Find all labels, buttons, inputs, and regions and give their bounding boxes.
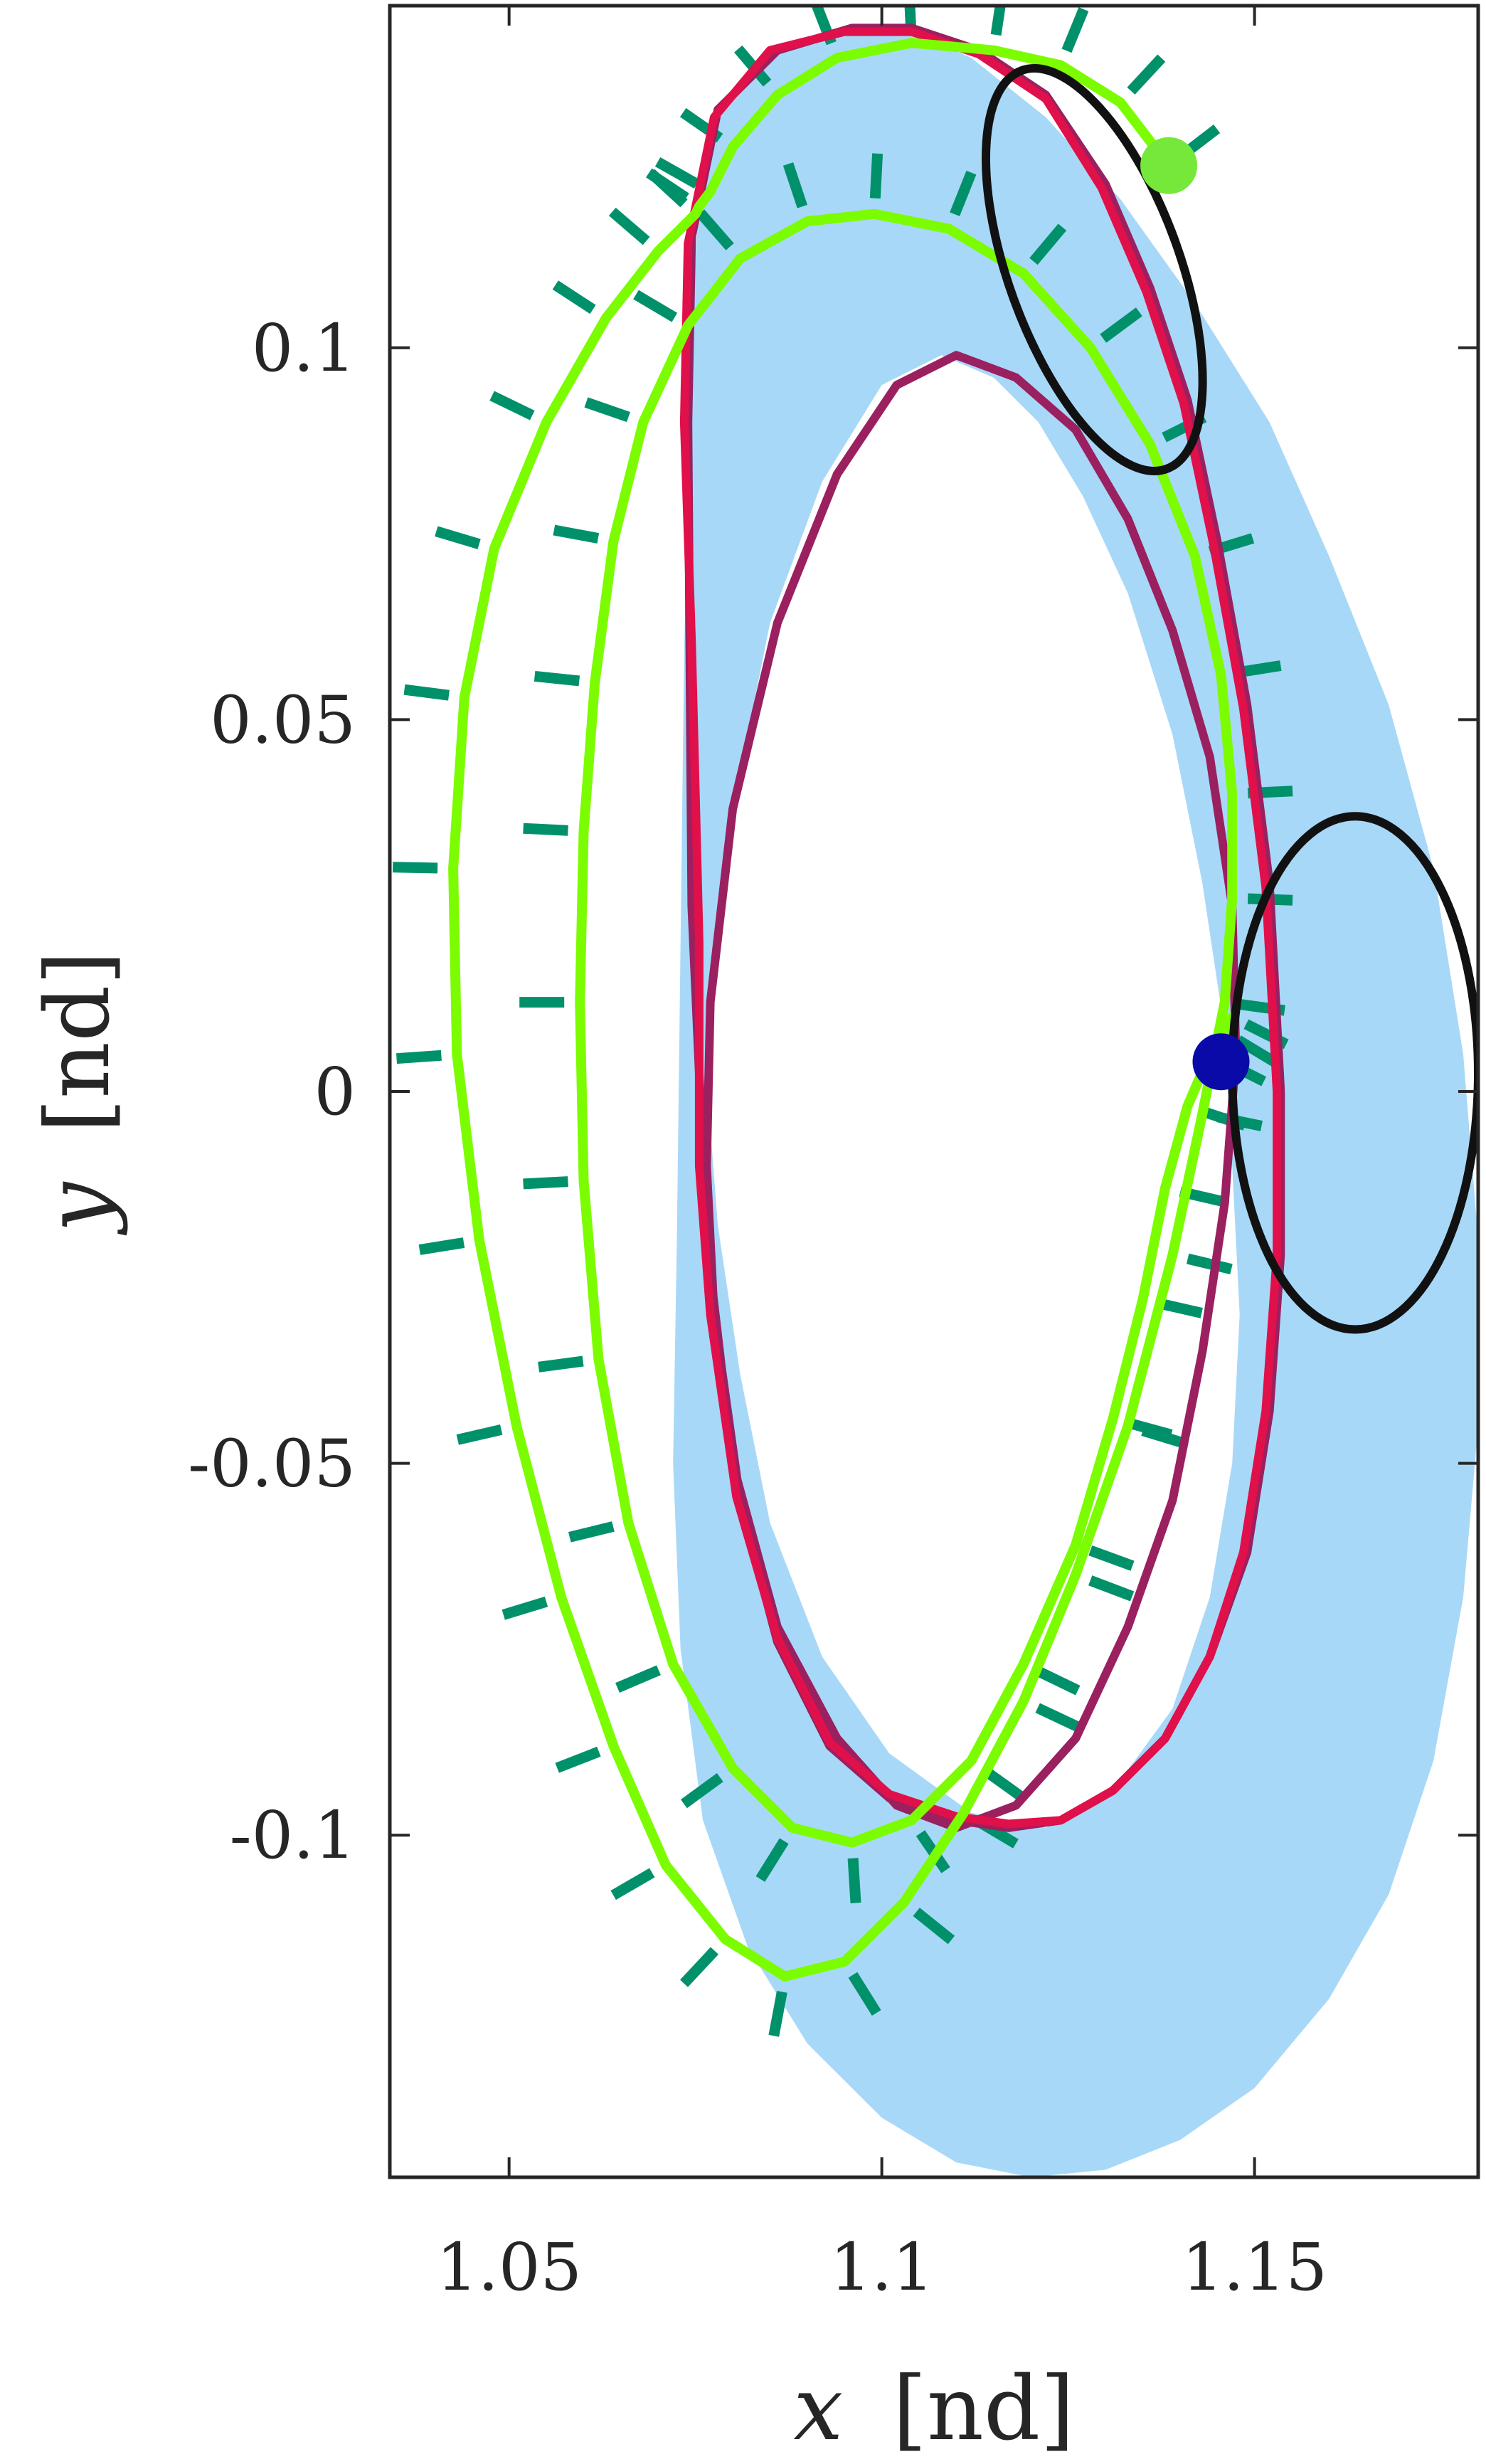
normal-tick	[913, 1908, 955, 1945]
normal-tick	[848, 1972, 881, 2016]
normal-tick	[647, 169, 688, 208]
normal-tick	[847, 1858, 861, 1903]
x-axis-var: x	[793, 2358, 843, 2460]
x-axis-label: x [nd]	[793, 2358, 1074, 2460]
normal-tick	[1126, 1417, 1173, 1440]
upper-black-ellipse	[981, 64, 1207, 475]
y-tick-label: 0	[314, 1054, 356, 1130]
normal-tick	[654, 157, 700, 189]
normal-tick	[553, 524, 600, 544]
normal-tick	[523, 1176, 568, 1190]
normal-tick	[1100, 307, 1142, 343]
y-axis-var: y	[27, 1181, 129, 1236]
normal-tick	[1127, 54, 1166, 95]
red-trajectory	[679, 27, 1282, 1829]
normal-tick	[608, 207, 650, 245]
y-axis-label: y [nd]	[27, 951, 129, 1235]
normal-tick	[1029, 223, 1067, 265]
normal-tick	[755, 1838, 789, 1882]
y-tick-label: -0.1	[230, 1797, 356, 1873]
normal-tick	[1186, 1253, 1233, 1274]
x-tick-label: 1.05	[436, 2229, 582, 2305]
normal-tick	[633, 290, 678, 322]
normal-tick	[568, 1521, 615, 1543]
axis-ticks: 1.05 1.1 1.15 -0.1 -0.05 0 0.05 0.1	[188, 6, 1478, 2305]
normal-tick	[680, 1947, 718, 1987]
normal-tick	[555, 1746, 601, 1773]
y-tick-label: -0.05	[188, 1426, 356, 1502]
normal-tick	[534, 670, 580, 687]
normal-tick	[680, 1773, 723, 1809]
normal-tick	[538, 1355, 584, 1373]
normal-tick	[403, 684, 450, 701]
normal-tick	[552, 280, 596, 314]
normal-tick	[418, 1237, 465, 1255]
normal-tick	[1088, 1575, 1135, 1602]
shaded-region	[673, 28, 1478, 2177]
normal-tick	[869, 153, 883, 199]
normal-tick	[1035, 1703, 1081, 1732]
normal-tick	[456, 1424, 503, 1445]
normal-tick	[1157, 1298, 1203, 1318]
normal-tick	[501, 1596, 548, 1620]
normal-tick	[904, 6, 916, 28]
plot-area	[392, 6, 1478, 2177]
normal-tick	[392, 862, 438, 874]
x-tick-label: 1.1	[829, 2229, 933, 2305]
normal-tick	[489, 391, 535, 421]
normal-tick	[584, 397, 630, 423]
normal-tick	[1235, 1035, 1280, 1068]
normal-tick	[1088, 1545, 1135, 1571]
normal-tick	[782, 162, 808, 208]
normal-tick	[768, 1991, 787, 2037]
green-point-marker	[1140, 137, 1198, 194]
normal-tick	[696, 209, 734, 250]
y-axis-unit: [nd]	[27, 951, 129, 1133]
blue-point-marker	[1192, 1033, 1250, 1091]
normal-tick	[610, 1868, 655, 1900]
lime-trajectory	[448, 38, 1238, 1982]
normal-tick	[615, 1665, 661, 1693]
normal-tick	[950, 170, 977, 216]
y-tick-label: 0.05	[210, 682, 356, 758]
normal-tick	[1061, 7, 1089, 53]
y-tick-label: 0.1	[252, 310, 356, 386]
normal-tick	[990, 6, 1006, 36]
x-axis-unit: [nd]	[893, 2358, 1075, 2460]
normal-tick	[435, 526, 481, 549]
normal-tick	[396, 1049, 442, 1064]
normal-tick	[1035, 1666, 1081, 1696]
x-tick-label: 1.15	[1182, 2229, 1327, 2305]
normal-tick	[523, 823, 568, 836]
